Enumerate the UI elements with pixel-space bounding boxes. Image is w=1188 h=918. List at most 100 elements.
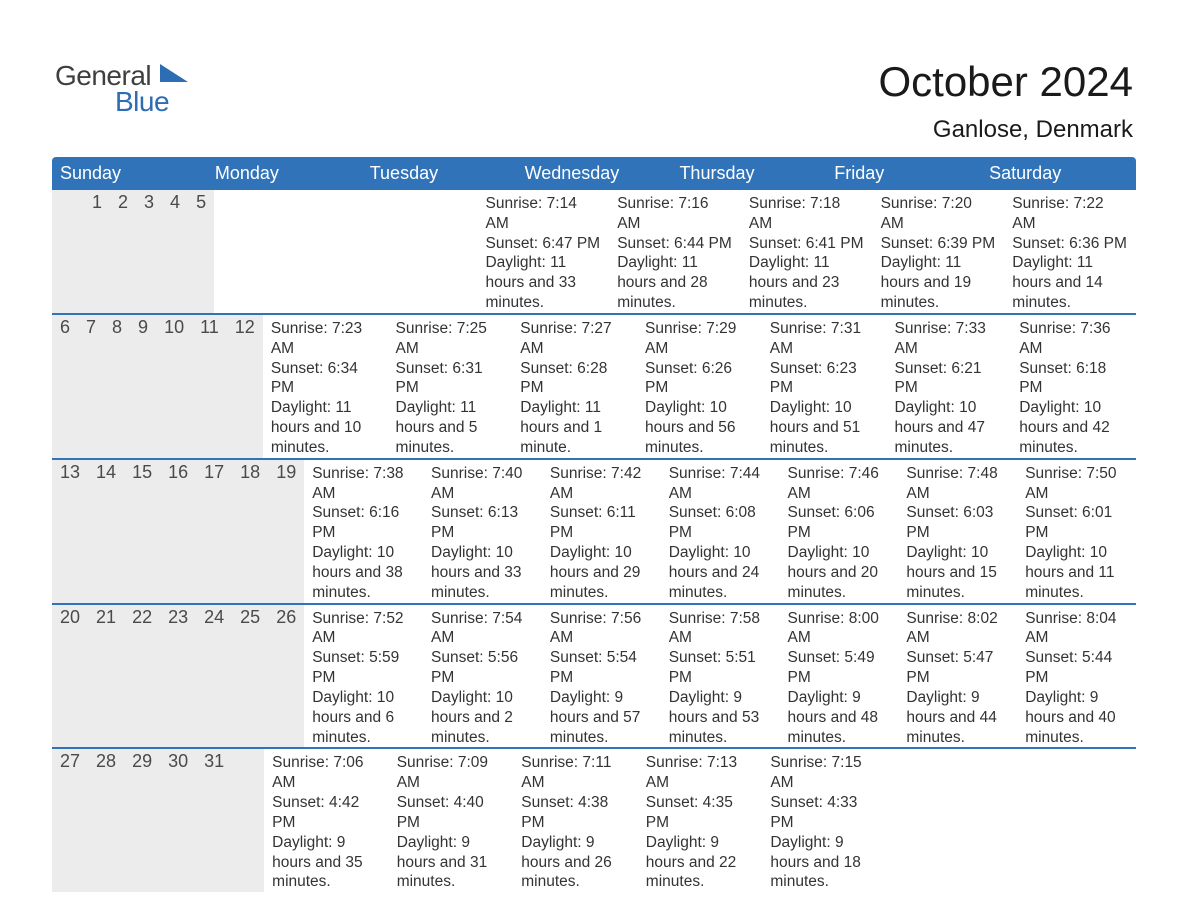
daylight-text: Daylight: 10 hours and 11 minutes. [1025,543,1128,602]
daylight-text: Daylight: 9 hours and 35 minutes. [272,833,381,892]
sunrise-text: Sunrise: 7:09 AM [397,753,506,793]
day-number: 30 [160,749,196,892]
day-number-row: 12345 [52,190,214,313]
sunrise-text: Sunrise: 7:27 AM [520,319,629,359]
sunrise-text: Sunrise: 7:23 AM [271,319,380,359]
daylight-text: Daylight: 10 hours and 29 minutes. [550,543,653,602]
day-cell: Sunrise: 7:33 AMSunset: 6:21 PMDaylight:… [886,315,1011,458]
sunset-text: Sunset: 4:38 PM [521,793,630,833]
calendar-week: 2728293031Sunrise: 7:06 AMSunset: 4:42 P… [52,747,1136,892]
daylight-text: Daylight: 9 hours and 40 minutes. [1025,688,1128,747]
sunrise-text: Sunrise: 7:58 AM [669,609,772,649]
daylight-text: Daylight: 10 hours and 6 minutes. [312,688,415,747]
day-number-row: 13141516171819 [52,460,304,603]
day-cell: Sunrise: 7:40 AMSunset: 6:13 PMDaylight:… [423,460,542,603]
daylight-text: Daylight: 10 hours and 2 minutes. [431,688,534,747]
day-cell: Sunrise: 8:00 AMSunset: 5:49 PMDaylight:… [780,605,899,748]
sunrise-text: Sunrise: 7:54 AM [431,609,534,649]
sunrise-text: Sunrise: 8:04 AM [1025,609,1128,649]
day-cell: Sunrise: 7:18 AMSunset: 6:41 PMDaylight:… [741,190,873,313]
day-cell: Sunrise: 7:20 AMSunset: 6:39 PMDaylight:… [873,190,1005,313]
sunrise-text: Sunrise: 7:06 AM [272,753,381,793]
daylight-text: Daylight: 10 hours and 42 minutes. [1019,398,1128,457]
day-number: 16 [160,460,196,603]
day-number [52,190,68,313]
day-header: Wednesday [517,157,672,190]
sunset-text: Sunset: 4:40 PM [397,793,506,833]
day-number: 31 [196,749,232,892]
day-number: 21 [88,605,124,748]
location-label: Ganlose, Denmark [878,116,1133,144]
daylight-text: Daylight: 11 hours and 5 minutes. [396,398,505,457]
day-cell [214,190,346,313]
sunrise-text: Sunrise: 7:11 AM [521,753,630,793]
daylight-text: Daylight: 11 hours and 10 minutes. [271,398,380,457]
logo: General Blue [55,60,169,118]
day-cell: Sunrise: 7:27 AMSunset: 6:28 PMDaylight:… [512,315,637,458]
day-number: 17 [196,460,232,603]
day-body-row: Sunrise: 7:52 AMSunset: 5:59 PMDaylight:… [304,605,1136,748]
sunset-text: Sunset: 6:44 PM [617,234,733,254]
sunrise-text: Sunrise: 7:52 AM [312,609,415,649]
sunrise-text: Sunrise: 7:29 AM [645,319,754,359]
sunset-text: Sunset: 5:59 PM [312,648,415,688]
day-header: Saturday [981,157,1136,190]
day-number: 27 [52,749,88,892]
sunset-text: Sunset: 6:16 PM [312,503,415,543]
logo-triangle-icon [160,64,188,82]
daylight-text: Daylight: 11 hours and 19 minutes. [881,253,997,312]
day-cell: Sunrise: 7:16 AMSunset: 6:44 PMDaylight:… [609,190,741,313]
daylight-text: Daylight: 9 hours and 31 minutes. [397,833,506,892]
day-number: 22 [124,605,160,748]
day-number: 8 [104,315,130,458]
sunset-text: Sunset: 6:47 PM [485,234,601,254]
day-number: 2 [110,190,136,313]
day-cell: Sunrise: 7:09 AMSunset: 4:40 PMDaylight:… [389,749,514,892]
sunset-text: Sunset: 4:42 PM [272,793,381,833]
sunset-text: Sunset: 6:41 PM [749,234,865,254]
sunset-text: Sunset: 6:21 PM [894,359,1003,399]
sunset-text: Sunset: 5:47 PM [906,648,1009,688]
sunset-text: Sunset: 6:03 PM [906,503,1009,543]
sunrise-text: Sunrise: 7:22 AM [1012,194,1128,234]
day-number: 4 [162,190,188,313]
day-number: 18 [232,460,268,603]
sunrise-text: Sunrise: 7:40 AM [431,464,534,504]
day-number: 23 [160,605,196,748]
sunset-text: Sunset: 6:28 PM [520,359,629,399]
day-cell: Sunrise: 7:38 AMSunset: 6:16 PMDaylight:… [304,460,423,603]
day-cell: Sunrise: 7:50 AMSunset: 6:01 PMDaylight:… [1017,460,1136,603]
sunset-text: Sunset: 5:44 PM [1025,648,1128,688]
day-body-row: Sunrise: 7:23 AMSunset: 6:34 PMDaylight:… [263,315,1136,458]
day-cell: Sunrise: 7:56 AMSunset: 5:54 PMDaylight:… [542,605,661,748]
sunrise-text: Sunrise: 7:38 AM [312,464,415,504]
calendar-week: 13141516171819Sunrise: 7:38 AMSunset: 6:… [52,458,1136,603]
daylight-text: Daylight: 9 hours and 44 minutes. [906,688,1009,747]
daylight-text: Daylight: 9 hours and 26 minutes. [521,833,630,892]
day-header: Tuesday [362,157,517,190]
day-number [248,749,264,892]
day-cell: Sunrise: 7:13 AMSunset: 4:35 PMDaylight:… [638,749,763,892]
sunset-text: Sunset: 5:54 PM [550,648,653,688]
day-cell: Sunrise: 7:15 AMSunset: 4:33 PMDaylight:… [762,749,887,892]
sunset-text: Sunset: 5:51 PM [669,648,772,688]
day-cell [887,749,1012,892]
sunset-text: Sunset: 6:06 PM [788,503,891,543]
sunrise-text: Sunrise: 7:20 AM [881,194,997,234]
sunset-text: Sunset: 6:08 PM [669,503,772,543]
sunset-text: Sunset: 6:23 PM [770,359,879,399]
day-cell: Sunrise: 7:58 AMSunset: 5:51 PMDaylight:… [661,605,780,748]
day-number: 6 [52,315,78,458]
daylight-text: Daylight: 10 hours and 38 minutes. [312,543,415,602]
calendar-week: 20212223242526Sunrise: 7:52 AMSunset: 5:… [52,603,1136,748]
day-number: 7 [78,315,104,458]
daylight-text: Daylight: 9 hours and 22 minutes. [646,833,755,892]
daylight-text: Daylight: 9 hours and 48 minutes. [788,688,891,747]
day-body-row: Sunrise: 7:38 AMSunset: 6:16 PMDaylight:… [304,460,1136,603]
sunrise-text: Sunrise: 7:15 AM [770,753,879,793]
day-cell: Sunrise: 7:14 AMSunset: 6:47 PMDaylight:… [477,190,609,313]
day-cell: Sunrise: 7:52 AMSunset: 5:59 PMDaylight:… [304,605,423,748]
day-cell: Sunrise: 7:48 AMSunset: 6:03 PMDaylight:… [898,460,1017,603]
calendar: Sunday Monday Tuesday Wednesday Thursday… [52,157,1136,892]
sunset-text: Sunset: 6:39 PM [881,234,997,254]
